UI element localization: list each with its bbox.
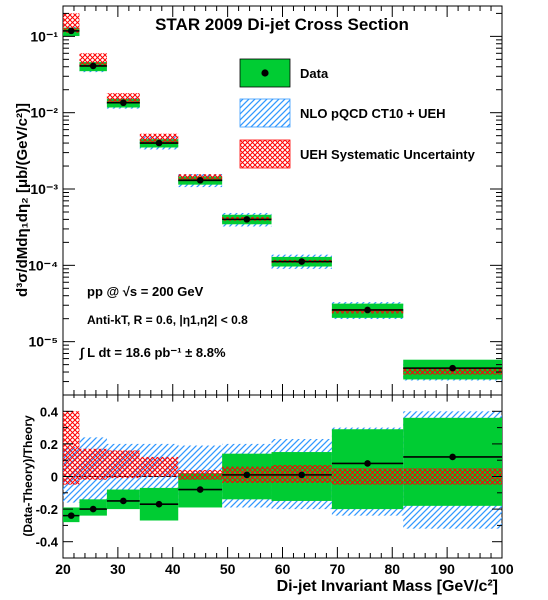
top-panel-bands — [63, 13, 502, 381]
x-tick-label-20: 20 — [55, 561, 71, 577]
bottom-ueh-band-0 — [63, 411, 80, 485]
top-data-point-6 — [298, 258, 306, 265]
x-tick-label-50: 50 — [220, 561, 236, 577]
annotation-algorithm: Anti-kT, R = 0.6, |η1,η2| < 0.8 — [87, 313, 248, 327]
y-tick-label-bottom-2: 0 — [51, 470, 58, 485]
y-tick-label-bottom-4: 0.4 — [40, 404, 59, 419]
y-tick-label-bottom-0: -0.4 — [36, 535, 59, 550]
x-tick-label-30: 30 — [110, 561, 126, 577]
annotation-luminosity: ∫ L dt = 18.6 pb⁻¹ ± 8.8% — [79, 345, 226, 360]
y-axis-label-bottom: (Data-Theory)/Theory — [21, 415, 35, 537]
y-axis-label-top: d³σ/dMdη₁dη₂ [μb/(GeV/c²)] — [14, 103, 31, 297]
bottom-ueh-band-3 — [139, 456, 179, 477]
bottom-ueh-band-8 — [403, 468, 502, 485]
bottom-data-sys-band-8 — [403, 417, 502, 506]
bottom-ueh-band-7 — [331, 468, 404, 485]
top-ueh-band-0 — [63, 13, 80, 33]
top-ueh-band-1 — [79, 53, 107, 67]
bottom-data-point-4 — [196, 486, 204, 493]
top-data-point-0 — [67, 27, 75, 35]
bottom-ueh-band-1 — [79, 448, 107, 480]
y-tick-label-top-0: 10⁻⁵ — [28, 334, 58, 350]
top-ueh-band-3 — [139, 133, 179, 144]
bottom-panel-axis-ticks: -0.4 -0.2 0 0.2 0.4 — [36, 394, 502, 559]
x-tick-label-60: 60 — [275, 561, 291, 577]
top-panel-axis-ticks: 10⁻⁵ 10⁻⁴ 10⁻³ 10⁻² 10⁻¹ — [28, 12, 502, 396]
x-tick-label-40: 40 — [165, 561, 181, 577]
bottom-data-point-1 — [89, 505, 97, 513]
chart-title: STAR 2009 Di-jet Cross Section — [155, 15, 409, 34]
top-data-point-8 — [449, 364, 456, 372]
annotation-energy: pp @ √s = 200 GeV — [87, 284, 204, 299]
x-axis-label: Di-jet Invariant Mass [GeV/c²] — [277, 578, 498, 595]
legend-item-ueh: UEH Systematic Uncertainty — [239, 139, 476, 169]
bottom-ueh-band-4 — [178, 469, 223, 480]
y-tick-label-bottom-3: 0.2 — [40, 437, 58, 452]
y-tick-label-bottom-1: -0.2 — [36, 502, 58, 517]
bottom-data-point-8 — [449, 453, 456, 461]
legend-item-data: Data — [239, 58, 329, 88]
bottom-data-point-2 — [120, 497, 127, 505]
x-axis-ticks: 20 30 40 50 60 70 80 90 100 — [55, 6, 514, 577]
top-data-point-1 — [89, 62, 97, 70]
bottom-panel-bands — [63, 411, 502, 529]
x-tick-label-100: 100 — [490, 561, 514, 577]
legend: Data NLO pQCD CT10 + UEH UEH Systematic … — [239, 58, 476, 169]
top-ueh-band-2 — [106, 93, 140, 104]
bottom-data-point-5 — [243, 471, 251, 479]
bottom-data-point-0 — [67, 512, 75, 519]
bottom-data-point-3 — [155, 500, 163, 508]
x-tick-label-80: 80 — [384, 561, 400, 577]
bottom-data-point-7 — [364, 460, 371, 467]
bottom-ueh-band-2 — [106, 450, 140, 479]
y-tick-label-top-4: 10⁻¹ — [30, 28, 58, 44]
top-data-point-5 — [243, 216, 251, 223]
legend-item-nlo: NLO pQCD CT10 + UEH — [239, 98, 446, 128]
y-tick-label-top-3: 10⁻² — [30, 105, 58, 121]
y-tick-label-top-2: 10⁻³ — [30, 181, 58, 197]
legend-label-ueh: UEH Systematic Uncertainty — [300, 147, 476, 162]
top-data-point-2 — [120, 99, 127, 107]
legend-label-nlo: NLO pQCD CT10 + UEH — [300, 106, 446, 121]
y-tick-label-top-1: 10⁻⁴ — [28, 257, 58, 273]
legend-label-data: Data — [300, 66, 329, 81]
top-data-point-4 — [196, 177, 204, 184]
top-data-point-3 — [155, 139, 163, 147]
bottom-data-point-6 — [298, 471, 306, 479]
x-tick-label-90: 90 — [439, 561, 455, 577]
top-data-point-7 — [364, 306, 371, 314]
x-tick-label-70: 70 — [330, 561, 346, 577]
